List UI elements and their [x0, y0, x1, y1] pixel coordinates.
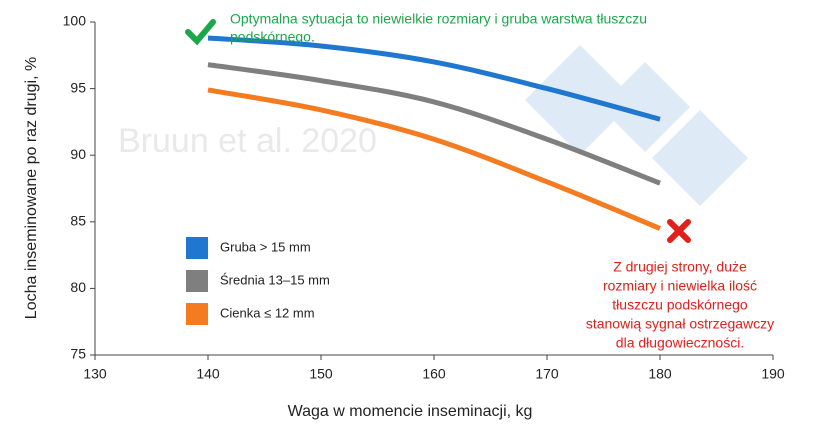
legend-swatch: [186, 237, 208, 259]
annotation: rozmiary i niewielka ilość: [603, 278, 757, 294]
y-tick-label: 80: [70, 279, 86, 295]
legend-label: Średnia 13–15 mm: [220, 272, 330, 287]
series-line: [207, 35, 661, 122]
logo-diamond: [525, 45, 635, 155]
logo: [525, 45, 748, 206]
y-tick-label: 100: [63, 13, 87, 29]
annotation: Z drugiej strony, duże: [613, 259, 747, 275]
series-line: [207, 87, 661, 231]
y-tick-label: 90: [70, 146, 86, 162]
x-tick-label: 140: [196, 366, 220, 382]
x-tick-label: 190: [761, 366, 785, 382]
legend-label: Gruba > 15 mm: [220, 239, 311, 254]
y-tick-label: 75: [70, 346, 86, 362]
x-tick-label: 150: [309, 366, 333, 382]
series-line: [207, 62, 661, 186]
x-tick-label: 170: [535, 366, 559, 382]
annotation: stanowią sygnał ostrzegawczy: [586, 316, 774, 332]
x-tick-label: 180: [648, 366, 672, 382]
cross-icon: [667, 219, 691, 243]
logo-diamond: [652, 110, 748, 206]
check-icon: [185, 19, 216, 46]
x-tick-label: 130: [83, 366, 107, 382]
watermark: Bruun et al. 2020: [118, 122, 377, 160]
x-axis-label: Waga w momencie inseminacji, kg: [288, 403, 533, 420]
annotation: tłuszczu podskórnego: [612, 297, 748, 313]
legend-swatch: [186, 303, 208, 325]
annotation: Optymalna sytuacja to niewielkie rozmiar…: [230, 11, 647, 27]
annotation: podskórnego.: [230, 29, 315, 45]
annotation: dla długowieczności.: [616, 335, 744, 351]
y-tick-label: 85: [70, 213, 86, 229]
legend-swatch: [186, 270, 208, 292]
legend-label: Cienka ≤ 12 mm: [220, 305, 315, 320]
y-axis-label: Locha inseminowane po raz drugi, %: [23, 57, 40, 319]
y-tick-label: 95: [70, 79, 86, 95]
logo-diamond: [600, 62, 690, 152]
x-tick-label: 160: [422, 366, 446, 382]
